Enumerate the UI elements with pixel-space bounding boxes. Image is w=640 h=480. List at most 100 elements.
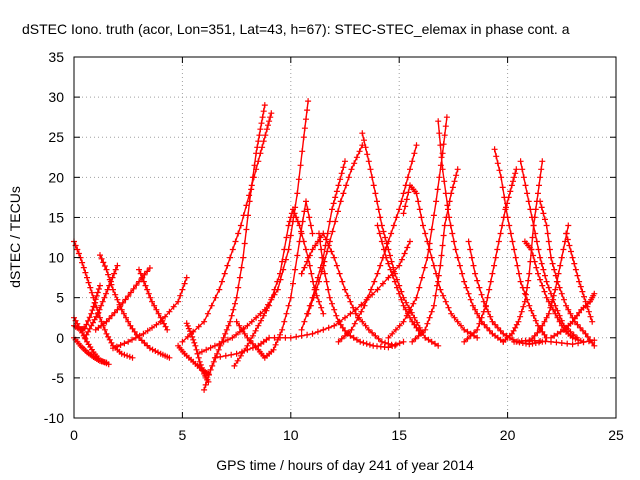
data-point bbox=[277, 270, 283, 277]
data-point bbox=[422, 326, 429, 333]
data-point bbox=[416, 206, 423, 213]
data-point bbox=[106, 315, 113, 322]
data-point bbox=[238, 264, 245, 271]
data-point bbox=[260, 312, 267, 319]
data-point bbox=[241, 240, 248, 247]
data-point bbox=[257, 150, 264, 157]
data-point bbox=[467, 246, 474, 253]
data-point bbox=[255, 158, 262, 165]
data-point bbox=[526, 302, 533, 309]
data-point bbox=[321, 270, 328, 277]
data-point bbox=[196, 358, 203, 365]
data-point bbox=[581, 293, 587, 300]
data-point bbox=[340, 190, 347, 197]
data-point bbox=[476, 320, 483, 327]
data-point bbox=[416, 284, 423, 291]
data-point bbox=[229, 246, 236, 253]
data-point bbox=[531, 337, 538, 344]
data-point bbox=[357, 338, 364, 345]
axis-ticks: 0 5 10 15 20 25 -10 -5 0 5 10 15 20 25 30 35 bbox=[44, 49, 624, 443]
data-point bbox=[337, 176, 344, 183]
data-point bbox=[101, 326, 108, 333]
data-point bbox=[537, 276, 544, 283]
data-point bbox=[409, 338, 416, 345]
data-point bbox=[326, 294, 333, 301]
data-point bbox=[434, 282, 441, 289]
chart-title: dSTEC Iono. truth (acor, Lon=351, Lat=43… bbox=[22, 21, 570, 37]
data-point bbox=[87, 284, 94, 291]
data-point bbox=[331, 306, 338, 313]
data-point bbox=[212, 294, 219, 301]
data-point bbox=[181, 280, 188, 287]
data-point bbox=[418, 214, 425, 221]
data-point bbox=[543, 222, 550, 229]
y-tick-label: 35 bbox=[48, 49, 64, 65]
data-point bbox=[142, 282, 149, 289]
data-point bbox=[230, 306, 237, 313]
data-point bbox=[320, 310, 327, 317]
data-point bbox=[548, 338, 554, 345]
data-point bbox=[86, 325, 93, 332]
data-point bbox=[237, 222, 244, 229]
data-point bbox=[392, 326, 399, 333]
data-point bbox=[407, 238, 413, 245]
data-point bbox=[415, 332, 422, 339]
data-point bbox=[144, 268, 151, 275]
data-point bbox=[467, 332, 474, 339]
data-point bbox=[569, 341, 576, 348]
data-point bbox=[385, 238, 392, 245]
data-point bbox=[318, 304, 325, 311]
data-point bbox=[274, 336, 281, 343]
data-point bbox=[474, 277, 481, 284]
data-point bbox=[316, 230, 322, 237]
data-point bbox=[530, 222, 537, 229]
data-point bbox=[347, 298, 354, 305]
data-point bbox=[224, 262, 231, 269]
data-point bbox=[560, 246, 567, 253]
data-point bbox=[307, 222, 314, 229]
data-point bbox=[503, 204, 509, 211]
data-point bbox=[482, 303, 489, 310]
data-point bbox=[282, 334, 289, 341]
data-point bbox=[277, 331, 283, 338]
data-point bbox=[540, 266, 547, 273]
data-point bbox=[515, 318, 522, 325]
data-point bbox=[449, 184, 456, 191]
data-point bbox=[461, 338, 468, 345]
data-point bbox=[428, 308, 435, 315]
data-point bbox=[129, 336, 135, 343]
data-point bbox=[514, 262, 521, 269]
data-point bbox=[179, 338, 186, 345]
data-point bbox=[456, 262, 463, 269]
y-tick-label: -5 bbox=[52, 370, 65, 386]
data-point bbox=[400, 190, 407, 197]
data-point bbox=[441, 222, 448, 229]
data-point bbox=[446, 214, 453, 221]
data-point bbox=[260, 108, 267, 115]
data-point bbox=[305, 98, 312, 105]
data-point bbox=[389, 272, 396, 279]
data-point bbox=[233, 294, 240, 301]
data-point bbox=[144, 286, 151, 293]
data-point bbox=[525, 198, 532, 205]
data-point bbox=[296, 238, 303, 245]
data-point bbox=[364, 294, 371, 301]
data-point bbox=[537, 254, 544, 261]
data-point bbox=[485, 308, 492, 315]
data-point bbox=[281, 246, 288, 253]
data-point bbox=[124, 352, 131, 359]
data-point bbox=[465, 238, 472, 245]
y-tick-label: 25 bbox=[48, 129, 64, 145]
data-point bbox=[364, 151, 371, 158]
data-point bbox=[407, 166, 413, 173]
data-point bbox=[233, 350, 240, 357]
data-point bbox=[422, 230, 429, 237]
data-point bbox=[80, 264, 87, 271]
data-point bbox=[270, 346, 277, 353]
data-point bbox=[295, 176, 302, 183]
data-point bbox=[255, 138, 262, 145]
data-point bbox=[454, 254, 461, 261]
data-point bbox=[491, 262, 498, 269]
data-point bbox=[555, 270, 562, 277]
data-point bbox=[565, 306, 572, 313]
